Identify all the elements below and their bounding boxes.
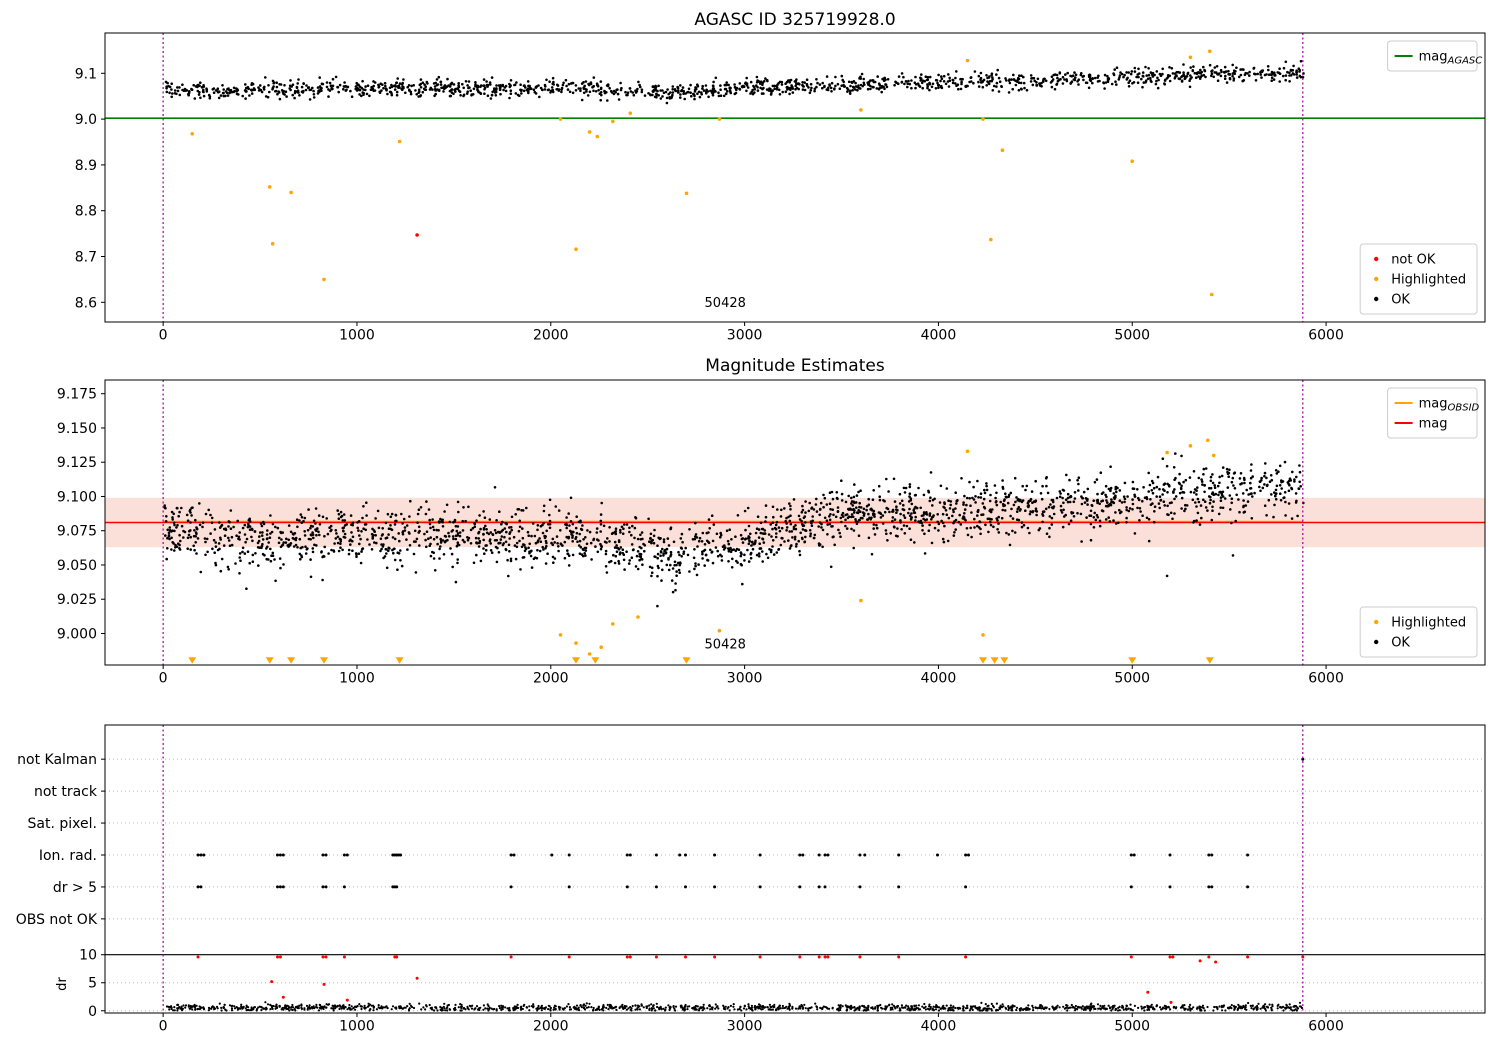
legend-label: OK bbox=[1391, 293, 1410, 308]
legend-marker-dot bbox=[1374, 256, 1379, 262]
legend: magAGASC bbox=[1387, 40, 1482, 72]
x-tick-label: 6000 bbox=[1308, 328, 1344, 344]
x-tick-label: 0 bbox=[159, 1019, 168, 1035]
mag-agasc-plot: 0 1000 2000 3000 4000 5000 6000 9.1 9.0 8.9 8.8 8.7… bbox=[75, 32, 1486, 344]
legend-marker-dot bbox=[1374, 639, 1379, 645]
flags-plot: 0 1000 2000 3000 4000 5000 6000 not Kalman not t… bbox=[16, 724, 1486, 1035]
x-tick-label: 5000 bbox=[1114, 1019, 1150, 1035]
axes-frame bbox=[104, 724, 1486, 1014]
y-tick-label: 10 bbox=[79, 948, 97, 964]
y-tick-label: dr > 5 bbox=[53, 880, 97, 896]
x-tick-label: 3000 bbox=[727, 328, 763, 344]
x-tick-label: 5000 bbox=[1114, 671, 1150, 687]
y-tick-label: not Kalman bbox=[17, 752, 97, 768]
x-tick-label: 4000 bbox=[921, 328, 957, 344]
legend: Highlighted OK bbox=[1359, 606, 1478, 658]
axes-frame bbox=[104, 32, 1486, 323]
x-tick-label: 5000 bbox=[1114, 328, 1150, 344]
legend-label: not OK bbox=[1391, 253, 1436, 268]
dr-points bbox=[165, 1001, 1304, 1012]
y-tick-label: 9.025 bbox=[57, 592, 97, 608]
plot-title-middle: Magnitude Estimates bbox=[705, 356, 885, 376]
legend-marker-dot bbox=[1374, 619, 1379, 625]
x-tick-label: 2000 bbox=[533, 671, 569, 687]
y-axis-label: dr bbox=[55, 977, 70, 991]
legend-label: Highlighted bbox=[1391, 273, 1466, 288]
x-tick-label: 0 bbox=[159, 671, 168, 687]
legend-marker-dot bbox=[1374, 276, 1379, 282]
y-tick-label: 9.125 bbox=[57, 455, 97, 471]
y-tick-label: 9.175 bbox=[57, 387, 97, 403]
y-tick-label: 9.075 bbox=[57, 524, 97, 540]
y-tick-label: 9.000 bbox=[57, 626, 97, 642]
x-tick-label: 1000 bbox=[339, 1019, 375, 1035]
not-kalman-flags bbox=[1301, 757, 1305, 761]
x-tick-label: 4000 bbox=[921, 1019, 957, 1035]
not-ok-points bbox=[415, 233, 419, 237]
x-tick-label: 6000 bbox=[1308, 1019, 1344, 1035]
x-tick-label: 2000 bbox=[533, 1019, 569, 1035]
x-tick-label: 6000 bbox=[1308, 671, 1344, 687]
ok-points bbox=[163, 452, 1305, 594]
y-tick-label: not track bbox=[34, 784, 98, 800]
y-tick-label: Sat. pixel. bbox=[28, 816, 97, 832]
ion-rad-flags bbox=[196, 853, 1250, 857]
x-tick-label: 0 bbox=[159, 328, 168, 344]
legend-marker-dot bbox=[1374, 296, 1379, 302]
legend: not OK Highlighted OK bbox=[1359, 243, 1478, 315]
x-tick-label: 2000 bbox=[533, 328, 569, 344]
y-tick-label: 9.100 bbox=[57, 489, 97, 505]
legend-label: Highlighted bbox=[1391, 616, 1466, 631]
highlighted-points bbox=[190, 49, 1214, 297]
y-tick-label: 9.0 bbox=[75, 112, 97, 128]
y-tick-label: 8.9 bbox=[75, 158, 97, 174]
x-tick-label: 3000 bbox=[727, 671, 763, 687]
y-tick-label: 5 bbox=[88, 976, 97, 992]
legend-label: mag bbox=[1419, 417, 1448, 432]
dr5-flags bbox=[196, 885, 1250, 889]
y-tick-label: 8.6 bbox=[75, 295, 97, 311]
y-tick-label: 8.8 bbox=[75, 204, 97, 220]
clipped-highlighted-markers bbox=[188, 657, 1214, 664]
ok-points bbox=[164, 59, 1305, 105]
x-tick-label: 4000 bbox=[921, 671, 957, 687]
x-tick-label: 1000 bbox=[339, 328, 375, 344]
dr-outlier-points bbox=[270, 959, 1218, 1004]
y-tick-label: 9.050 bbox=[57, 558, 97, 574]
legend-label: OK bbox=[1391, 636, 1410, 651]
mag-estimates-plot: 0 1000 2000 3000 4000 5000 6000 9.175 9.150 9.125… bbox=[57, 379, 1486, 687]
axes-frame bbox=[104, 379, 1486, 666]
x-tick-label: 1000 bbox=[339, 671, 375, 687]
dr-above-limit-points bbox=[196, 955, 1305, 959]
y-tick-label: Ion. rad. bbox=[39, 848, 97, 864]
x-tick-label: 3000 bbox=[727, 1019, 763, 1035]
annotation: 50428 bbox=[705, 638, 746, 653]
y-tick-label: 9.1 bbox=[75, 66, 97, 82]
plot-title-top: AGASC ID 325719928.0 bbox=[694, 10, 896, 30]
y-tick-label: 9.150 bbox=[57, 421, 97, 437]
highlighted-points bbox=[558, 438, 1216, 656]
annotation: 50428 bbox=[705, 296, 746, 311]
y-tick-label: 8.7 bbox=[75, 250, 97, 266]
ok-outlier-points bbox=[656, 554, 1235, 608]
y-tick-label: 0 bbox=[88, 1004, 97, 1020]
y-tick-label: OBS not OK bbox=[16, 912, 98, 928]
